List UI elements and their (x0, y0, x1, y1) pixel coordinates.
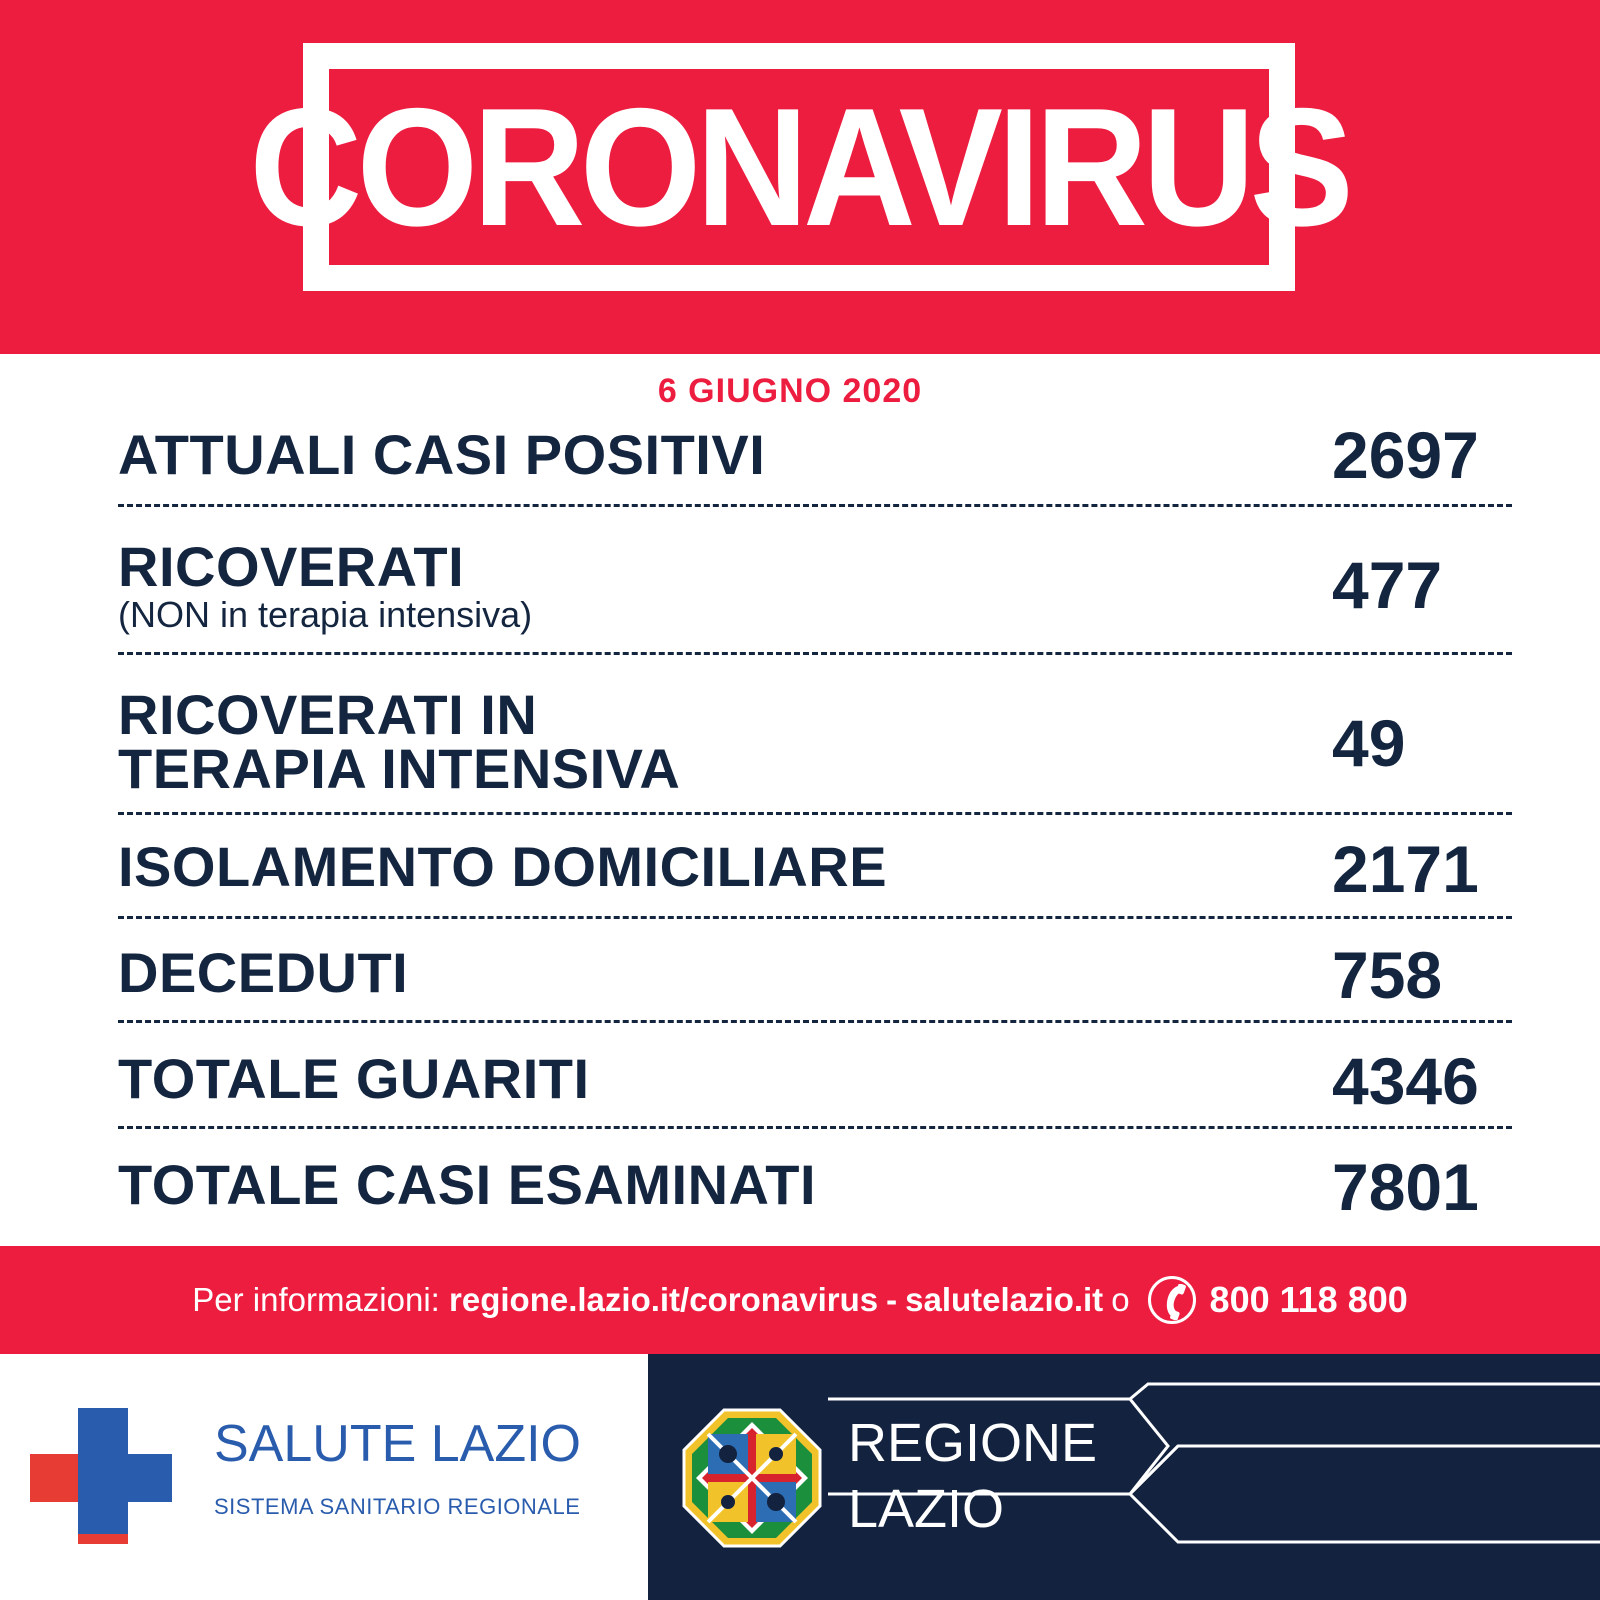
info-prefix: Per informazioni: (192, 1281, 440, 1318)
divider (118, 504, 1512, 507)
info-dash: - (886, 1281, 898, 1318)
stat-label: TOTALE GUARITI (118, 1047, 590, 1110)
stat-value: 7801 (1332, 1150, 1479, 1224)
stat-value: 4346 (1332, 1044, 1479, 1118)
stat-label: DECEDUTI (118, 941, 409, 1004)
regione-title-line2: LAZIO (848, 1479, 1005, 1539)
divider (118, 652, 1512, 655)
regione-link[interactable]: regione.lazio.it/coronavirus (449, 1281, 879, 1318)
stat-value: 49 (1332, 706, 1406, 780)
stat-value: 2171 (1332, 832, 1479, 906)
divider (118, 1126, 1512, 1129)
stat-label: RICOVERATI (118, 535, 465, 598)
stat-label: TOTALE CASI ESAMINATI (118, 1153, 817, 1216)
stat-value: 758 (1332, 938, 1443, 1012)
info-or: o (1111, 1281, 1130, 1318)
salute-lazio-subtitle: SISTEMA SANITARIO REGIONALE (214, 1494, 581, 1519)
stat-value: 2697 (1332, 418, 1479, 492)
phone-number[interactable]: 800 118 800 (1209, 1279, 1408, 1320)
divider (118, 1020, 1512, 1023)
stat-value: 477 (1332, 548, 1443, 622)
salute-cross-logo (78, 1454, 172, 1502)
page-title: CORONAVIRUS (249, 73, 1354, 261)
divider (118, 916, 1512, 919)
stat-label-line1: RICOVERATI IN (118, 683, 538, 746)
header-banner: CORONAVIRUS (0, 0, 1600, 354)
stat-label: ISOLAMENTO DOMICILIARE (118, 835, 888, 898)
info-bar: Per informazioni: regione.lazio.it/coron… (0, 1246, 1600, 1354)
regione-emblem-icon (682, 1408, 822, 1548)
phone-icon (1147, 1276, 1196, 1324)
regione-title-line1: REGIONE (848, 1413, 1098, 1473)
title-frame: CORONAVIRUS (250, 43, 1354, 291)
regione-lines-graphic (828, 1382, 1600, 1544)
title-panel: CORONAVIRUS (250, 69, 1354, 265)
salute-cross-logo (30, 1454, 78, 1502)
report-date: 6 GIUGNO 2020 (657, 372, 923, 410)
divider (118, 812, 1512, 815)
stat-label-line2: TERAPIA INTENSIVA (118, 737, 681, 800)
salute-link[interactable]: salutelazio.it (905, 1281, 1104, 1318)
salute-lazio-title: SALUTE LAZIO (214, 1415, 581, 1473)
stat-label: ATTUALI CASI POSITIVI (118, 423, 766, 486)
stat-sublabel: (NON in terapia intensiva) (118, 594, 533, 635)
